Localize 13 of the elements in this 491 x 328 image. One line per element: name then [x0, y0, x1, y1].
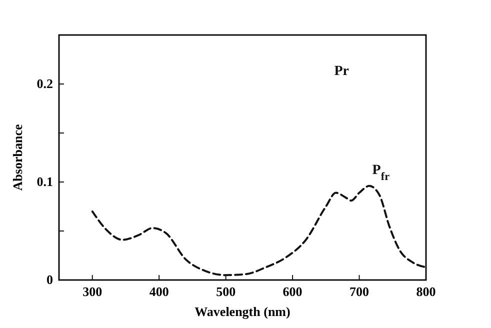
y-axis-title: Absorbance: [10, 124, 25, 191]
x-tick-label: 600: [282, 284, 302, 299]
x-tick-label: 500: [216, 284, 236, 299]
y-tick-label: 0: [46, 272, 53, 287]
annotation: Pr: [334, 64, 350, 79]
x-axis-title: Wavelength (nm): [194, 304, 290, 319]
x-tick-label: 700: [350, 284, 370, 299]
y-tick-label: 0.2: [36, 76, 53, 91]
x-tick-label: 400: [149, 284, 169, 299]
y-tick-label: 0.1: [36, 174, 53, 189]
x-tick-label: 300: [82, 284, 102, 299]
x-tick-label: 800: [416, 284, 436, 299]
series-label: P$_{fr}$: [372, 162, 390, 183]
